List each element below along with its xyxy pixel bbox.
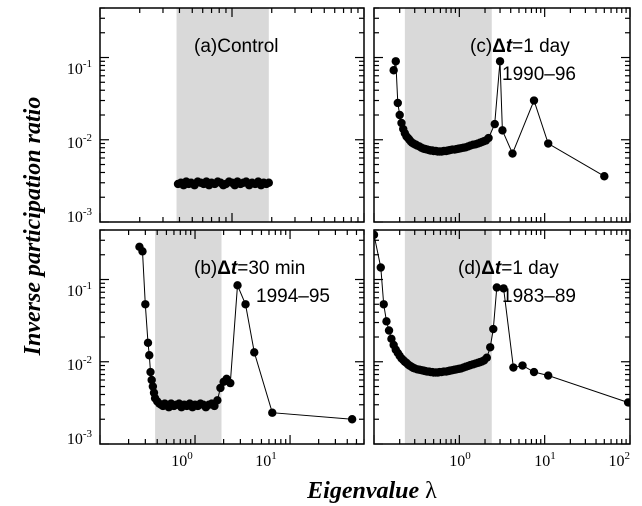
y-tick-label: 10-2: [67, 132, 92, 152]
data-point: [543, 139, 553, 148]
plot-area-c: [389, 8, 609, 222]
data-point: [518, 361, 527, 370]
x-tick-label: 101: [255, 450, 277, 470]
series-points: [135, 242, 357, 424]
data-point: [138, 247, 147, 256]
x-tick-label: 100: [449, 450, 471, 470]
data-point: [529, 367, 539, 377]
series-points: [389, 57, 609, 181]
data-point: [384, 326, 394, 335]
data-point: [374, 230, 379, 239]
panel-subtitle-d: 1983–89: [502, 286, 576, 307]
data-point: [143, 338, 153, 348]
data-point: [509, 363, 518, 372]
panel-b: (b)Δt=30 min 1994–95 10-3 10-2 10-1 100 …: [67, 229, 365, 470]
data-point: [226, 378, 235, 388]
shaded-band: [404, 8, 492, 222]
ticks: [373, 229, 631, 445]
panel-label-a: (a)Control: [194, 36, 278, 57]
plot-area-a: [173, 8, 273, 222]
y-tick-label: 10-2: [67, 354, 92, 374]
data-point: [486, 343, 495, 352]
panel-label-d: (d)Δt=1 day: [458, 258, 559, 279]
y-tick-label: 10-3: [67, 206, 93, 226]
data-point: [492, 283, 502, 292]
panel-d: (d)Δt=1 day 1983–89 100 101 102: [373, 229, 631, 470]
data-point: [623, 398, 630, 407]
x-axis-title: Eigenvalue λ: [306, 478, 437, 504]
ticks: [99, 7, 365, 223]
x-tick-label: 100: [171, 450, 193, 470]
y-tick-label: 10-1: [67, 280, 92, 300]
data-point: [484, 133, 493, 143]
data-point: [543, 371, 553, 380]
shaded-band: [404, 230, 492, 444]
data-point: [268, 408, 277, 417]
series-points: [173, 177, 273, 190]
panel-subtitle-c: 1990–96: [502, 64, 576, 85]
data-point: [499, 284, 508, 293]
data-point: [379, 300, 388, 309]
data-point: [600, 172, 609, 181]
data-point: [389, 66, 398, 75]
data-point: [498, 126, 507, 135]
x-tick-label: 101: [534, 450, 556, 470]
panel-c: (c)Δt=1 day 1990–96: [373, 7, 631, 223]
data-point: [145, 351, 154, 360]
y-tick-label: 10-3: [67, 428, 93, 448]
data-point: [376, 263, 385, 272]
y-tick-label: 10-1: [67, 58, 92, 78]
ticks: [99, 229, 365, 445]
data-point: [264, 178, 273, 187]
data-point: [250, 348, 259, 357]
data-point: [382, 317, 391, 326]
data-point: [495, 57, 505, 66]
data-point: [148, 382, 158, 391]
data-point: [233, 281, 242, 290]
data-point: [146, 367, 155, 377]
plot-area-d: [374, 230, 630, 444]
y-axis-title: Inverse participation ratio: [20, 97, 46, 357]
panel-label-b: (b)Δt=30 min: [194, 258, 305, 279]
ticks: [373, 7, 631, 223]
data-point: [391, 57, 400, 66]
panel-subtitle-b: 1994–95: [256, 286, 330, 307]
data-point: [508, 149, 517, 158]
panel-a: (a)Control 10-3 10-2 10-1: [67, 7, 365, 226]
data-point: [395, 110, 404, 120]
panel-label-c: (c)Δt=1 day: [470, 36, 570, 57]
data-point: [489, 324, 498, 334]
data-point: [529, 96, 539, 105]
data-point: [213, 396, 222, 405]
data-point: [490, 119, 499, 129]
x-tick-label: 102: [609, 450, 631, 470]
data-point: [241, 300, 250, 309]
data-point: [147, 375, 156, 385]
data-point: [141, 300, 150, 309]
plot-area-b: [135, 230, 357, 444]
data-point: [482, 353, 492, 362]
data-point: [347, 415, 357, 424]
series-points: [374, 230, 630, 407]
data-point: [393, 98, 402, 108]
